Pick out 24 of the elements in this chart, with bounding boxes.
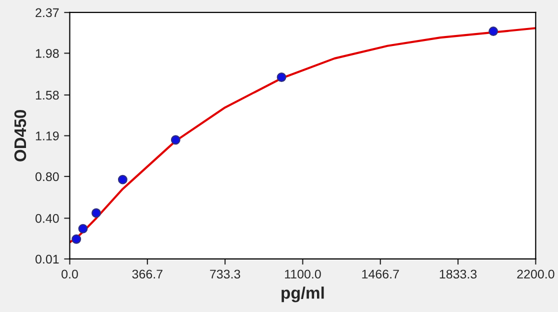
y-tick-label: 0.01 — [35, 254, 59, 264]
x-tick-label: 366.7 — [132, 270, 162, 279]
y-tick-label: 0.40 — [35, 214, 59, 223]
y-tick-label: 0.80 — [35, 172, 59, 182]
x-tick-label: 1466.7 — [362, 270, 399, 279]
x-tick-label: 1833.3 — [440, 270, 477, 279]
y-tick-label: 1.19 — [36, 132, 59, 140]
x-axis-title: pg/ml — [282, 286, 324, 302]
y-tick-label: 1.58 — [36, 90, 59, 100]
y-tick-label: 2.37 — [36, 8, 59, 18]
x-tick-label: 2200.0 — [517, 270, 554, 279]
point — [276, 72, 286, 82]
x-tick-label: 1100.0 — [285, 270, 321, 279]
point — [118, 174, 128, 184]
line-series — [70, 27, 536, 244]
x-tick-label: 733.3 — [210, 270, 240, 279]
point — [170, 135, 180, 145]
y-axis-title: OD450 — [14, 110, 26, 162]
point — [488, 26, 498, 36]
point — [72, 234, 82, 244]
y-tick-label: 1.98 — [36, 49, 59, 58]
point — [92, 208, 101, 218]
x-tick-label: 0.0 — [62, 270, 78, 279]
point — [78, 224, 88, 234]
